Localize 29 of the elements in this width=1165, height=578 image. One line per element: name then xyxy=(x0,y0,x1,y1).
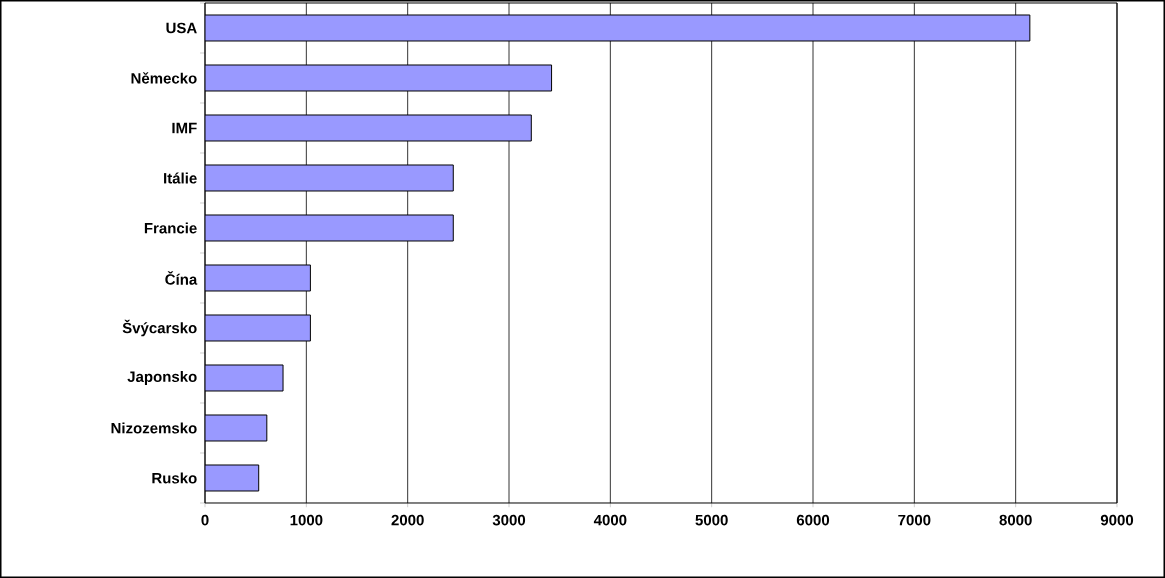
bar xyxy=(205,14,1031,42)
y-tick-label: Německo xyxy=(131,72,197,84)
x-tick-label: 5000 xyxy=(695,514,728,526)
y-tick-label: Švýcarsko xyxy=(122,319,197,337)
bar xyxy=(205,264,311,292)
y-tick-label: Itálie xyxy=(164,172,197,184)
bar xyxy=(205,164,454,192)
y-tick-label: Japonsko xyxy=(127,370,197,385)
y-tick-label: IMF xyxy=(172,122,197,134)
x-tick-label: 6000 xyxy=(796,514,830,526)
x-tick-label: 9000 xyxy=(1100,514,1134,526)
bar xyxy=(205,214,454,242)
x-tick-label: 8000 xyxy=(999,514,1032,526)
bar xyxy=(205,64,553,92)
y-tick-label: USA xyxy=(166,22,197,34)
x-tick-label: 4000 xyxy=(593,514,627,526)
y-tick-label: Nizozemsko xyxy=(111,422,197,434)
bar xyxy=(205,414,268,442)
x-tick-label: 7000 xyxy=(898,514,931,526)
y-tick-label: Rusko xyxy=(152,472,197,484)
y-tick-label: Čína xyxy=(165,271,198,285)
x-tick-label: 0 xyxy=(201,514,209,526)
x-tick-label: 1000 xyxy=(290,514,323,526)
bar xyxy=(205,314,311,342)
x-tick-label: 3000 xyxy=(492,514,526,526)
y-tick-label: Francie xyxy=(144,222,197,234)
bar xyxy=(205,114,532,142)
bar xyxy=(205,364,284,392)
x-tick-label: 2000 xyxy=(391,514,424,526)
